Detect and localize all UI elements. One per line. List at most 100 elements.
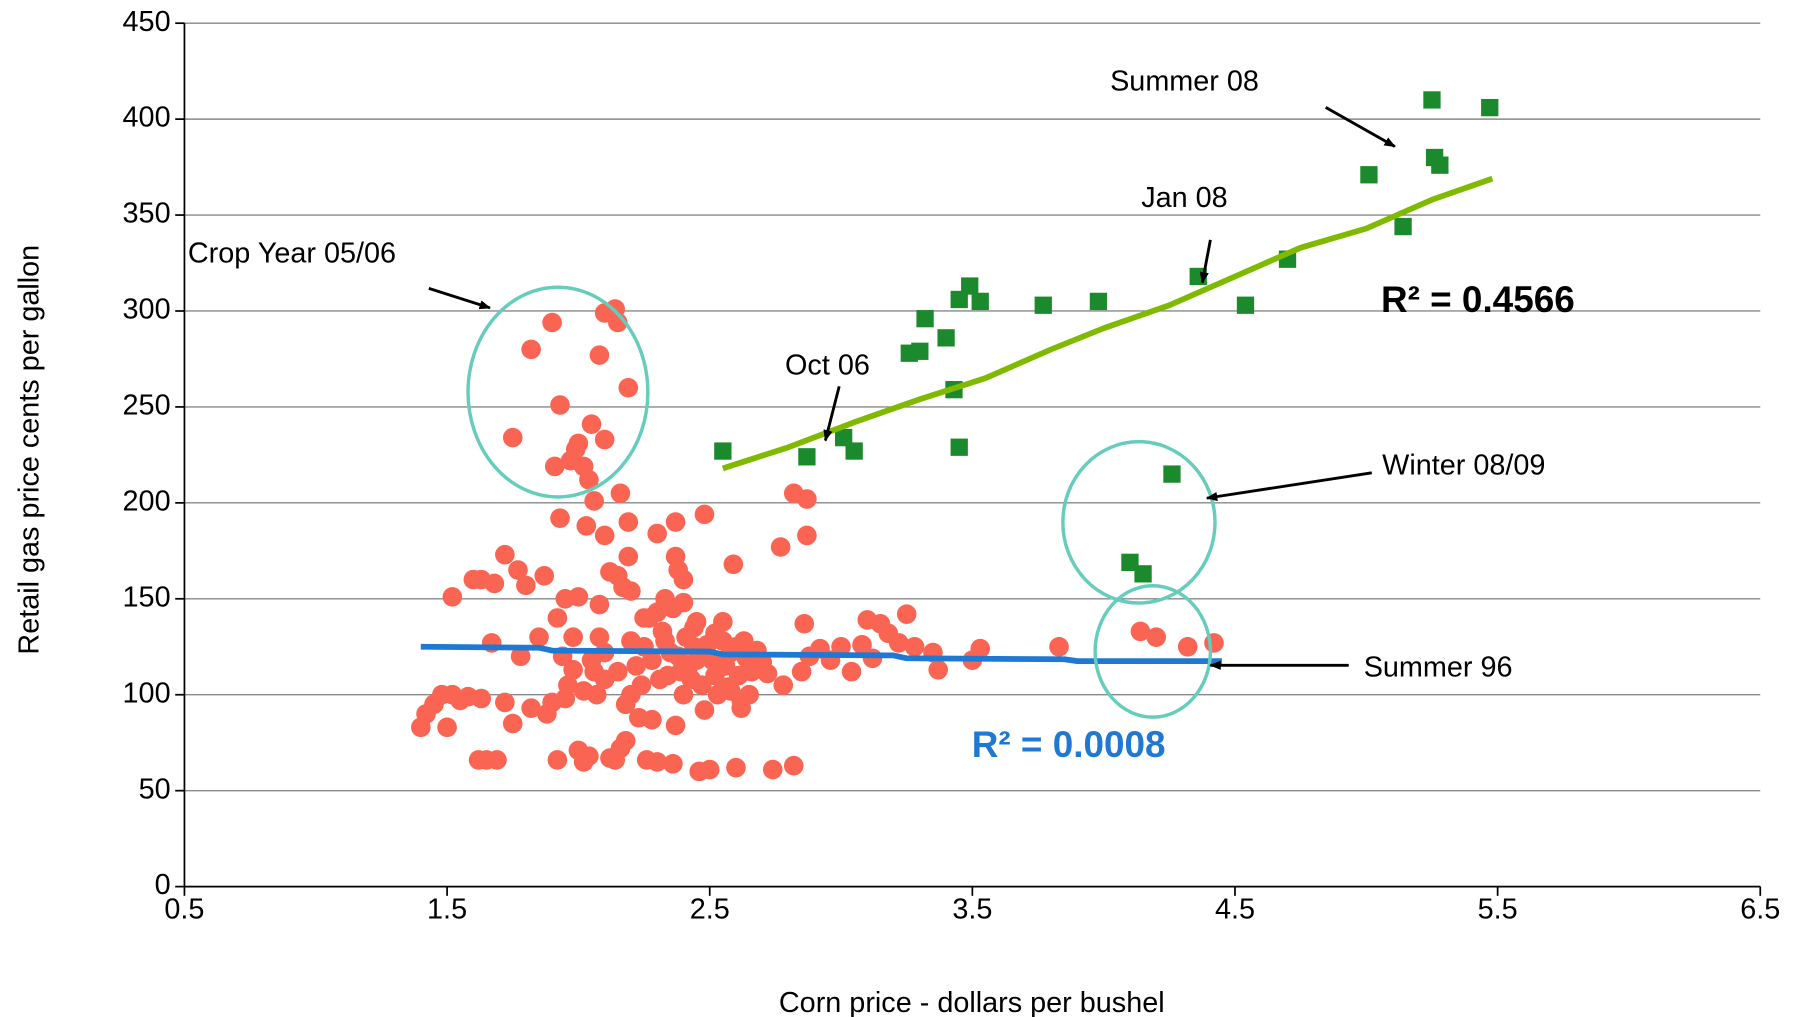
point: [665, 715, 686, 736]
x-tick-label: 4.5: [1215, 893, 1255, 925]
point: [773, 675, 794, 695]
point: [542, 312, 562, 333]
highlight-ellipse: [1061, 439, 1217, 605]
arrow: [1205, 471, 1373, 502]
point: [495, 544, 515, 565]
annotation: Summer 96: [1364, 651, 1513, 683]
x-tick-label: 2.5: [690, 893, 730, 925]
point: [618, 546, 639, 567]
point: [584, 491, 604, 511]
point: [916, 310, 934, 328]
y-tick-label: 350: [123, 198, 171, 230]
x-tick-label: 0.5: [164, 893, 204, 925]
point: [563, 627, 583, 647]
point: [563, 659, 583, 680]
point: [684, 617, 704, 638]
point: [762, 759, 783, 780]
point: [495, 692, 515, 713]
highlight-ellipse: [1093, 584, 1213, 719]
point: [663, 598, 683, 619]
annotation: Oct 06: [785, 349, 870, 381]
point: [581, 414, 602, 434]
point: [731, 698, 752, 718]
point: [757, 663, 778, 684]
point: [502, 427, 523, 448]
point: [550, 508, 570, 529]
point: [911, 342, 929, 360]
point: [798, 448, 816, 466]
point: [1236, 296, 1255, 314]
point: [642, 650, 662, 670]
arrow: [1324, 106, 1396, 148]
point: [1121, 553, 1139, 571]
point: [1089, 292, 1108, 311]
point: [862, 648, 883, 669]
point: [589, 594, 610, 615]
point: [615, 730, 636, 751]
point: [699, 759, 720, 780]
point: [534, 565, 555, 586]
point: [896, 604, 917, 624]
point: [555, 688, 576, 709]
x-tick-label: 1.5: [427, 893, 467, 925]
point: [508, 560, 528, 580]
point: [692, 675, 712, 695]
point: [970, 638, 991, 659]
point: [529, 627, 549, 647]
point: [516, 575, 536, 596]
point: [665, 512, 686, 532]
point: [576, 516, 597, 536]
point: [579, 746, 599, 766]
point: [1049, 636, 1069, 657]
point: [565, 439, 586, 459]
point: [841, 661, 862, 682]
point: [521, 339, 541, 360]
point: [673, 684, 694, 705]
point: [650, 669, 670, 690]
point: [1134, 565, 1152, 583]
point: [950, 290, 968, 309]
point: [547, 750, 568, 770]
point: [1034, 296, 1052, 314]
point: [1130, 621, 1151, 642]
point: [663, 754, 683, 774]
y-tick-label: 200: [123, 485, 171, 517]
point: [1163, 465, 1181, 483]
highlight-ellipse: [466, 285, 650, 499]
point: [547, 608, 568, 628]
point: [937, 329, 955, 347]
plot-marks: [411, 91, 1499, 782]
point: [726, 757, 746, 778]
r-squared-label: R² = 0.4566: [1381, 279, 1575, 320]
y-tick-label: 300: [123, 294, 171, 326]
point: [889, 633, 909, 653]
point: [797, 525, 817, 546]
point: [544, 456, 565, 477]
point: [1394, 217, 1412, 236]
point: [1360, 166, 1378, 184]
y-axis-label: Retail gas price cents per gallon: [14, 245, 46, 655]
arrow: [428, 286, 492, 310]
point: [647, 752, 667, 772]
point: [694, 700, 715, 720]
point: [713, 612, 733, 632]
x-axis-label: Corn price - dollars per bushel: [779, 987, 1165, 1017]
point: [1177, 636, 1198, 657]
trend-line: [420, 643, 1222, 665]
point: [568, 587, 589, 607]
point: [686, 650, 707, 670]
point: [610, 483, 631, 504]
point: [502, 713, 523, 734]
point: [852, 635, 872, 655]
y-tick-label: 450: [123, 6, 171, 38]
point: [1146, 627, 1166, 647]
point: [797, 489, 817, 509]
point: [770, 537, 791, 557]
point: [594, 525, 615, 546]
annotation: Winter 08/09: [1382, 450, 1545, 482]
point: [629, 707, 649, 728]
point: [791, 661, 812, 682]
point: [463, 569, 484, 590]
r-squared-label: R² = 0.0008: [972, 724, 1166, 765]
point: [607, 661, 628, 682]
